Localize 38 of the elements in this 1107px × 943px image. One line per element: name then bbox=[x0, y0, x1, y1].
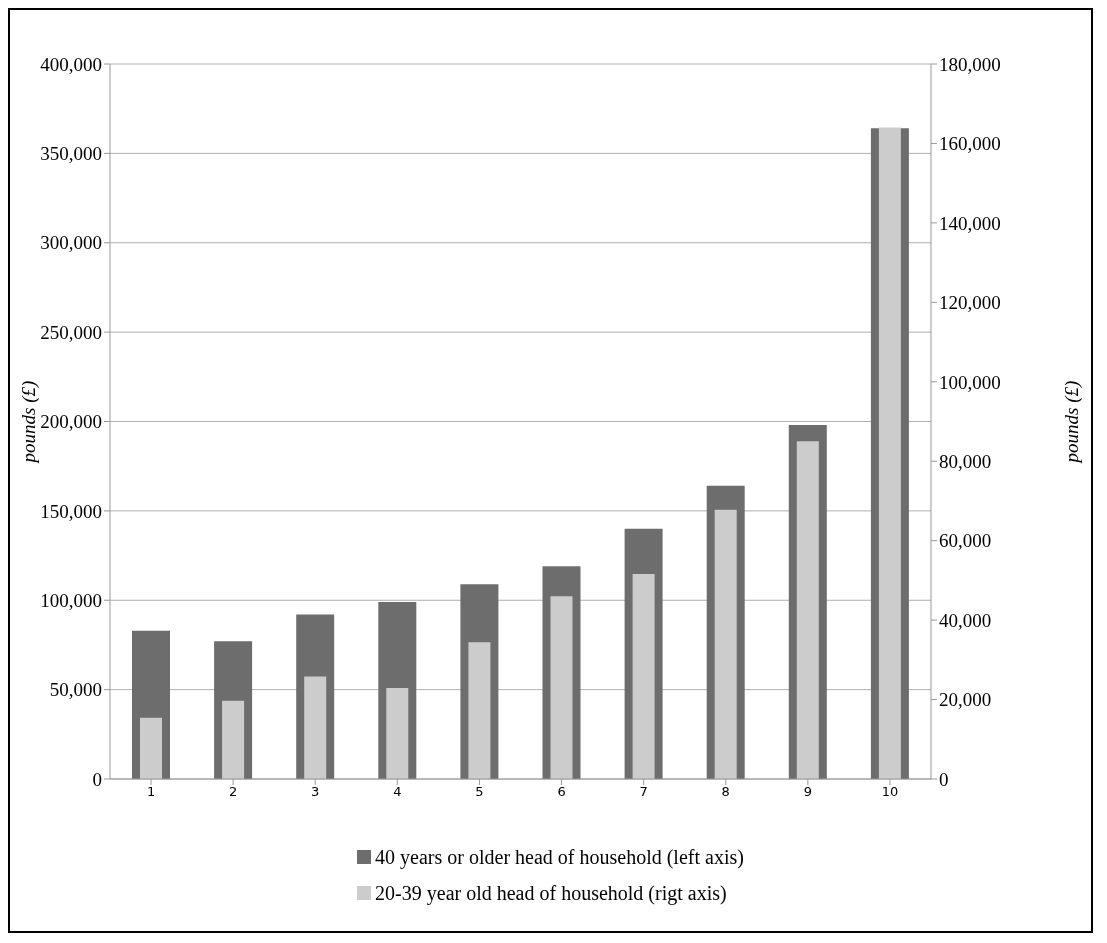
bar bbox=[140, 717, 162, 779]
x-tick-label: 4 bbox=[393, 784, 402, 800]
legend-label: 40 years or older head of household (left axis) bbox=[375, 845, 744, 871]
y-tick-label: 350,000 bbox=[40, 143, 102, 165]
y-axis-title: pounds (£) bbox=[17, 380, 40, 465]
y2-tick-label: 0 bbox=[939, 768, 949, 790]
y2-tick-label: 140,000 bbox=[939, 212, 1001, 234]
y-tick-label: 200,000 bbox=[40, 411, 102, 433]
bar bbox=[222, 700, 245, 779]
bar bbox=[468, 642, 491, 779]
y2-tick-label: 100,000 bbox=[939, 371, 1001, 393]
x-tick-label: 8 bbox=[721, 784, 730, 800]
bar bbox=[304, 676, 327, 779]
y-tick-label: 300,000 bbox=[40, 232, 102, 254]
x-tick-label: 2 bbox=[229, 784, 238, 800]
y2-tick-label: 20,000 bbox=[939, 689, 992, 711]
y2-tick-label: 180,000 bbox=[939, 53, 1001, 75]
y2-tick-label: 80,000 bbox=[939, 450, 992, 472]
y-tick-label: 400,000 bbox=[40, 53, 102, 75]
x-tick-label: 5 bbox=[475, 784, 484, 800]
x-tick-label: 1 bbox=[146, 784, 156, 800]
bar bbox=[386, 688, 409, 779]
y2-tick-label: 40,000 bbox=[939, 609, 992, 631]
y2-tick-label: 120,000 bbox=[939, 292, 1001, 314]
y-tick-label: 150,000 bbox=[40, 500, 102, 522]
y2-tick-label: 60,000 bbox=[939, 530, 992, 552]
x-tick-label: 3 bbox=[311, 784, 320, 800]
y-tick-label: 0 bbox=[92, 768, 102, 790]
x-tick-label: 10 bbox=[881, 784, 899, 800]
y2-tick-label: 160,000 bbox=[939, 133, 1001, 155]
y2-axis-title: pounds (£) bbox=[1060, 380, 1083, 465]
y-tick-label: 100,000 bbox=[40, 589, 102, 611]
x-tick-label: 7 bbox=[639, 784, 648, 800]
y-tick-label: 250,000 bbox=[40, 321, 102, 343]
y-tick-label: 50,000 bbox=[49, 679, 102, 701]
x-tick-label: 6 bbox=[557, 784, 566, 800]
x-tick-label: 9 bbox=[803, 784, 812, 800]
legend-label: 20-39 year old head of household (rigt axis) bbox=[375, 881, 727, 907]
